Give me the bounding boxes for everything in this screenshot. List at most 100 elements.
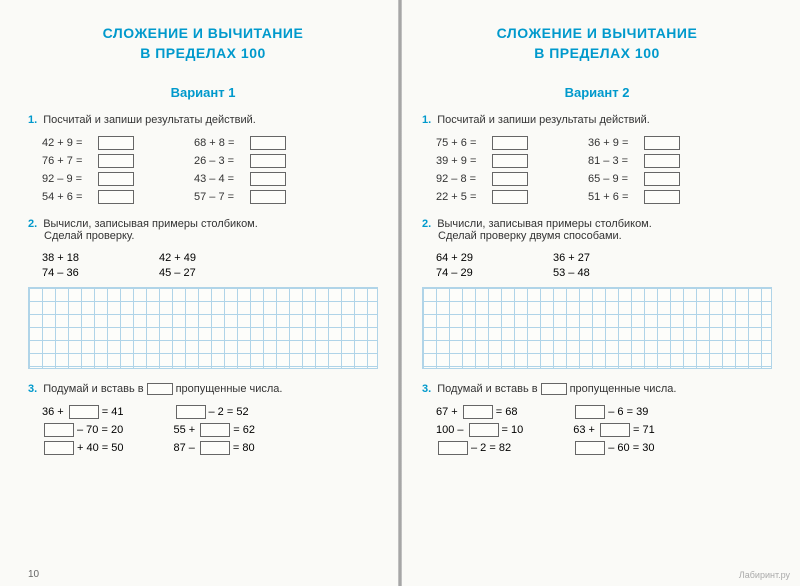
chapter-l1: СЛОЖЕНИЕ И ВЫЧИТАНИЕ — [28, 24, 378, 44]
col-ex: 42 + 49 — [159, 252, 196, 264]
answer-box[interactable] — [250, 136, 286, 150]
col-ex: 45 – 27 — [159, 267, 196, 279]
eq-row: 65 – 9 = — [588, 172, 680, 186]
task2-num: 2. — [28, 218, 37, 230]
answer-box[interactable] — [492, 136, 528, 150]
fill-text: – 2 = 52 — [209, 406, 249, 418]
fill-text: 67 + — [436, 406, 458, 418]
task3-num: 3. — [28, 383, 37, 395]
answer-box[interactable] — [644, 190, 680, 204]
fill-text: 36 + — [42, 406, 64, 418]
work-grid[interactable] — [422, 287, 772, 369]
answer-box[interactable] — [644, 154, 680, 168]
col-ex: 53 – 48 — [553, 267, 590, 279]
answer-box[interactable] — [463, 405, 493, 419]
task2-text-a: Вычисли, записывая примеры столбиком. — [437, 218, 652, 230]
answer-box[interactable] — [644, 136, 680, 150]
answer-box[interactable] — [44, 423, 74, 437]
eq-row: 22 + 5 = — [436, 190, 528, 204]
example-box-icon — [541, 383, 567, 395]
fill-text: = 71 — [633, 424, 655, 436]
task1-col1: 75 + 6 = 39 + 9 = 92 – 8 = 22 + 5 = — [436, 136, 528, 204]
answer-box[interactable] — [200, 441, 230, 455]
eq-row: 43 – 4 = — [194, 172, 286, 186]
answer-box[interactable] — [250, 190, 286, 204]
col-ex: 64 + 29 — [436, 252, 473, 264]
task3-fills: 36 + = 41 – 70 = 20 + 40 = 50 – 2 = 52 55 +=… — [28, 405, 378, 455]
fill-text: 100 – — [436, 424, 464, 436]
fill-text: – 70 = 20 — [77, 424, 123, 436]
fill-row: – 2 = 52 — [174, 405, 255, 419]
task2-label: 2.Вычисли, записывая примеры столбиком. … — [422, 218, 772, 242]
answer-box[interactable] — [575, 405, 605, 419]
chapter-title: СЛОЖЕНИЕ И ВЫЧИТАНИЕ В ПРЕДЕЛАХ 100 — [28, 24, 378, 63]
answer-box[interactable] — [250, 154, 286, 168]
eq-row: 92 – 9 = — [42, 172, 134, 186]
fill-row: – 60 = 30 — [573, 441, 654, 455]
task3-col2: – 2 = 52 55 += 62 87 – = 80 — [174, 405, 255, 455]
answer-box[interactable] — [492, 172, 528, 186]
task3-col2: – 6 = 39 63 += 71 – 60 = 30 — [573, 405, 654, 455]
answer-box[interactable] — [575, 441, 605, 455]
page-number: 10 — [28, 569, 39, 580]
answer-box[interactable] — [600, 423, 630, 437]
right-page: СЛОЖЕНИЕ И ВЫЧИТАНИЕ В ПРЕДЕЛАХ 100 Вари… — [400, 0, 800, 586]
answer-box[interactable] — [98, 190, 134, 204]
answer-box[interactable] — [98, 172, 134, 186]
task1-label: 1.Посчитай и запиши результаты действий. — [28, 114, 378, 126]
answer-box[interactable] — [176, 405, 206, 419]
task3-label: 3.Подумай и вставь впропущенные числа. — [422, 383, 772, 395]
eq-row: 75 + 6 = — [436, 136, 528, 150]
fill-text: = 10 — [502, 424, 524, 436]
chapter-l2: В ПРЕДЕЛАХ 100 — [28, 44, 378, 64]
left-page: СЛОЖЕНИЕ И ВЫЧИТАНИЕ В ПРЕДЕЛАХ 100 Вари… — [0, 0, 400, 586]
fill-row: + 40 = 50 — [42, 441, 124, 455]
answer-box[interactable] — [44, 441, 74, 455]
col-ex: 36 + 27 — [553, 252, 590, 264]
answer-box[interactable] — [492, 154, 528, 168]
task3-text-b: пропущенные числа. — [570, 383, 677, 395]
answer-box[interactable] — [492, 190, 528, 204]
task1-text: Посчитай и запиши результаты действий. — [43, 114, 256, 126]
task1-label: 1.Посчитай и запиши результаты действий. — [422, 114, 772, 126]
task1-col2: 36 + 9 = 81 – 3 = 65 – 9 = 51 + 6 = — [588, 136, 680, 204]
task3-num: 3. — [422, 383, 431, 395]
answer-box[interactable] — [250, 172, 286, 186]
answer-box[interactable] — [438, 441, 468, 455]
answer-box[interactable] — [644, 172, 680, 186]
task2-text-b: Сделай проверку двумя способами. — [438, 230, 622, 242]
col-ex: 74 – 29 — [436, 267, 473, 279]
fill-row: 36 + = 41 — [42, 405, 124, 419]
fill-row: 67 + = 68 — [436, 405, 523, 419]
fill-row: 87 – = 80 — [174, 441, 255, 455]
fill-text: 87 – — [174, 442, 195, 454]
task2-col2: 42 + 49 45 – 27 — [159, 252, 196, 279]
eq-row: 26 – 3 = — [194, 154, 286, 168]
fill-row: – 2 = 82 — [436, 441, 523, 455]
chapter-l1: СЛОЖЕНИЕ И ВЫЧИТАНИЕ — [422, 24, 772, 44]
answer-box[interactable] — [98, 136, 134, 150]
answer-box[interactable] — [200, 423, 230, 437]
col-ex: 38 + 18 — [42, 252, 79, 264]
fill-row: – 6 = 39 — [573, 405, 654, 419]
task3-text-b: пропущенные числа. — [176, 383, 283, 395]
task2-col1: 38 + 18 74 – 36 — [42, 252, 79, 279]
task3-col1: 36 + = 41 – 70 = 20 + 40 = 50 — [42, 405, 124, 455]
fill-text: + 40 = 50 — [77, 442, 124, 454]
answer-box[interactable] — [469, 423, 499, 437]
fill-row: 63 += 71 — [573, 423, 654, 437]
fill-text: = 68 — [496, 406, 518, 418]
fill-text: = 80 — [233, 442, 255, 454]
fill-row: 55 += 62 — [174, 423, 255, 437]
chapter-title: СЛОЖЕНИЕ И ВЫЧИТАНИЕ В ПРЕДЕЛАХ 100 — [422, 24, 772, 63]
answer-box[interactable] — [98, 154, 134, 168]
eq-row: 51 + 6 = — [588, 190, 680, 204]
task3-text-a: Подумай и вставь в — [43, 383, 143, 395]
fill-text: = 41 — [102, 406, 124, 418]
fill-text: – 2 = 82 — [471, 442, 511, 454]
task1-col1: 42 + 9 = 76 + 7 = 92 – 9 = 54 + 6 = — [42, 136, 134, 204]
task2-col1: 64 + 29 74 – 29 — [436, 252, 473, 279]
work-grid[interactable] — [28, 287, 378, 369]
task2-col2: 36 + 27 53 – 48 — [553, 252, 590, 279]
answer-box[interactable] — [69, 405, 99, 419]
